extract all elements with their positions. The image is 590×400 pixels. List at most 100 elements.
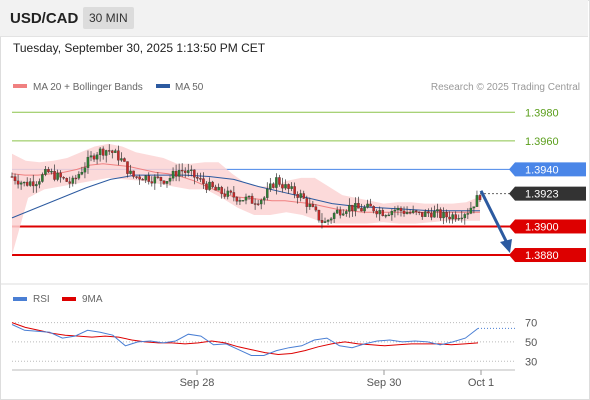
candle-body: [208, 181, 211, 190]
candle-body: [375, 210, 378, 215]
ma50-legend-swatch: [156, 84, 170, 88]
candle-body: [275, 177, 278, 188]
candle-body: [372, 206, 375, 212]
candle-body: [448, 216, 451, 220]
candle-body: [256, 203, 260, 205]
candle-body: [296, 193, 299, 198]
candle-body: [59, 172, 62, 178]
ma20-legend-label: MA 20 + Bollinger Bands: [33, 82, 143, 93]
candle-body: [436, 209, 439, 212]
candle-body: [460, 217, 464, 220]
candle-body: [302, 193, 305, 199]
candle-body: [217, 186, 220, 191]
candle-body: [83, 167, 87, 173]
candle-body: [390, 211, 394, 216]
candle-body: [357, 203, 360, 209]
candle-body: [250, 195, 254, 204]
candle-body: [272, 183, 275, 188]
candle-body: [80, 172, 84, 175]
candle-body: [433, 210, 436, 218]
resistance-level-label: 1.3980: [525, 107, 559, 119]
candle-body: [205, 183, 208, 190]
candle-body: [451, 214, 454, 220]
candle-body: [232, 192, 236, 198]
rsi-tick-label: 30: [525, 356, 537, 368]
candle-body: [25, 181, 29, 186]
candle-body: [393, 209, 397, 212]
candle-body: [299, 193, 302, 198]
candle-body: [463, 214, 467, 219]
candle-body: [28, 181, 32, 186]
pivot-level-label: 1.3940: [525, 164, 559, 176]
candle-body: [262, 197, 266, 201]
candle-body: [174, 170, 178, 177]
candle-body: [177, 169, 181, 177]
candle-body: [414, 210, 418, 213]
candle-body: [35, 184, 38, 187]
pivot-level-tag-pointer: [509, 162, 515, 177]
candle-body: [53, 171, 56, 180]
candle-body: [320, 219, 324, 223]
candle-body: [214, 186, 217, 191]
candle-body: [363, 207, 366, 212]
last-price-level-tag: [515, 186, 586, 201]
candle-body: [421, 212, 424, 217]
candle-body: [92, 155, 96, 160]
last-price-level-tag-pointer: [509, 186, 515, 201]
candle-body: [132, 170, 135, 177]
resistance-level-label: 1.3960: [525, 136, 559, 148]
candle-body: [62, 177, 65, 179]
candle-body: [65, 178, 68, 182]
candle-body: [159, 177, 163, 181]
candle-body: [305, 198, 309, 207]
timeframe-button[interactable]: 30 MIN: [83, 7, 134, 29]
candle-body: [226, 190, 230, 197]
candle-body: [120, 158, 123, 161]
candle-body: [235, 197, 239, 202]
candle-body: [202, 178, 205, 184]
candle-body: [199, 178, 202, 180]
candle-body: [253, 203, 257, 205]
candle-body: [323, 221, 327, 223]
candle-body: [405, 212, 409, 214]
support-level-tag-pointer: [509, 219, 515, 234]
candle-body: [348, 204, 351, 212]
candle-body: [71, 177, 75, 184]
candle-body: [180, 169, 184, 172]
candle-body: [411, 210, 415, 213]
candle-body: [266, 188, 269, 198]
candle-body: [13, 176, 17, 182]
candle-body: [19, 182, 23, 185]
candle-body: [259, 199, 263, 205]
candle-body: [183, 170, 187, 173]
candle-body: [457, 218, 460, 220]
candle-body: [439, 209, 442, 219]
x-tick-label: Sep 28: [180, 377, 215, 389]
candle-body: [104, 150, 108, 156]
candle-body: [293, 186, 296, 195]
candle-body: [229, 190, 233, 193]
candle-body: [193, 169, 196, 178]
candle-body: [107, 150, 111, 152]
candle-body: [378, 210, 381, 215]
level-labels: 1.3980 1.3960 1.3940 1.3923 1.3900 1.3880: [509, 107, 586, 263]
candle-body: [408, 212, 412, 214]
candle-body: [311, 204, 315, 207]
chart-credit: Research © 2025 Trading Central: [431, 82, 580, 93]
candle-body: [117, 150, 120, 161]
candle-body: [354, 203, 357, 211]
candle-body: [165, 181, 169, 184]
candle-body: [417, 211, 421, 214]
candle-body: [95, 154, 99, 160]
candle-body: [427, 211, 430, 214]
candle-body: [114, 150, 117, 153]
candle-body: [22, 181, 26, 184]
candle-body: [38, 181, 41, 185]
forecast-arrow-head: [500, 239, 512, 254]
ma20-legend-swatch: [13, 84, 27, 88]
candle-body: [287, 184, 290, 189]
candle-body: [50, 171, 53, 173]
candle-body: [329, 218, 333, 221]
candle-body: [466, 213, 470, 215]
candle-body: [317, 209, 321, 221]
